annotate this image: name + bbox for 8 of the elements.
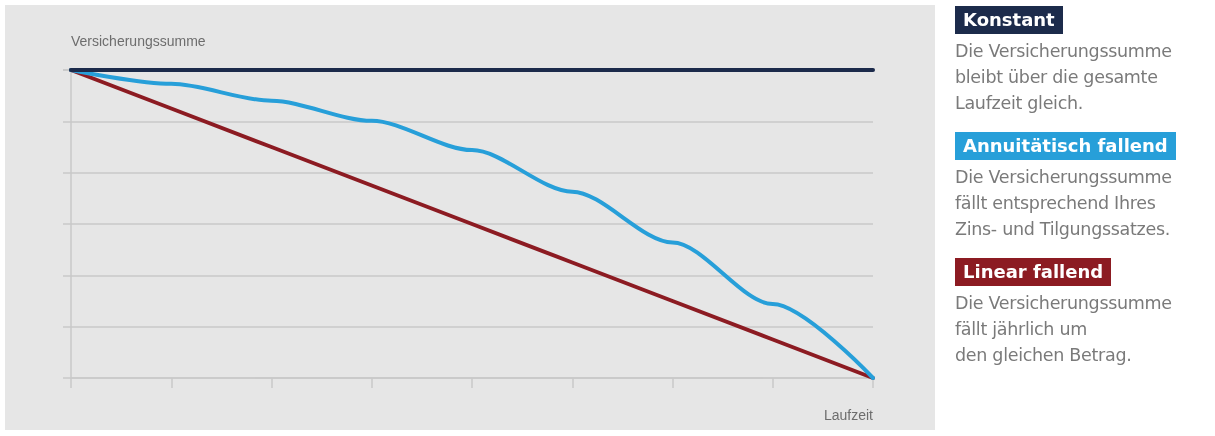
text: Linear fallend [955, 258, 1112, 286]
y-axis-title: Versicherungssumme [71, 33, 206, 49]
text: Die Versicherungssumme fällt jährlich um den gleichen Betrag. [955, 292, 1173, 367]
x-axis-title: Laufzeit [823, 407, 874, 423]
text: Konstant [955, 6, 1063, 34]
text: Die Versicherungssumme bleibt über die gesamte Laufzeit gleich. [955, 40, 1173, 115]
text: Die Versicherungssumme fällt entsprechend Ihres Zins- und Tilgungssatzes. [955, 166, 1173, 241]
text: Annuitätisch fallend [955, 132, 1176, 160]
